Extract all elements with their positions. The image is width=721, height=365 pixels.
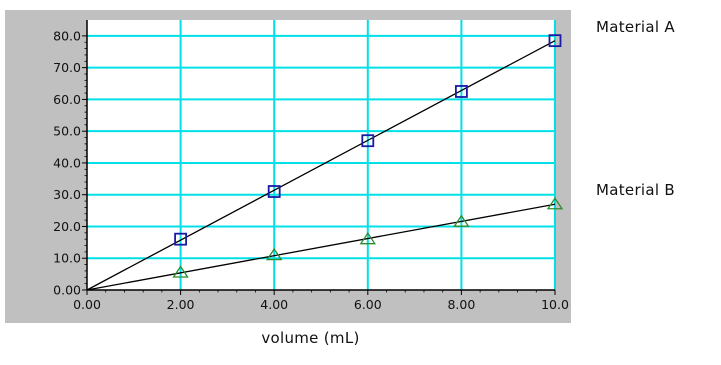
fit-lines <box>86 40 556 291</box>
x-axis-label: volume (mL) <box>261 329 360 347</box>
x-tick-label: 4.00 <box>260 297 288 312</box>
y-tick-label: 20.0 <box>53 219 81 234</box>
y-tick-label: 80.0 <box>53 28 81 43</box>
y-tick-label: 30.0 <box>53 187 81 202</box>
y-tick-label: 70.0 <box>53 60 81 75</box>
data-markers <box>172 34 564 278</box>
data-point-material-a <box>548 34 562 48</box>
x-tick-label: 2.00 <box>167 297 195 312</box>
plot-area <box>87 20 555 290</box>
data-point-material-b <box>265 247 283 261</box>
axes <box>82 20 556 295</box>
tick-labels: 0.00 2.00 4.00 6.00 8.00 10.0 0.00 10.0 20.0 30.0… <box>53 28 569 312</box>
y-tick-label: 60.0 <box>53 92 81 107</box>
data-point-material-b <box>546 197 564 210</box>
x-tick-label: 6.00 <box>354 297 382 312</box>
y-tick-label: 0.00 <box>53 283 81 298</box>
y-tick-label: 50.0 <box>53 124 81 139</box>
grid <box>87 20 556 290</box>
data-point-material-b <box>453 214 470 227</box>
y-tick-label: 40.0 <box>53 155 81 170</box>
data-point-material-a <box>174 232 188 246</box>
data-point-material-b <box>172 265 189 278</box>
fit-line-material-a <box>86 40 556 291</box>
x-tick-label: 8.00 <box>447 297 475 312</box>
y-tick-label: 10.0 <box>53 251 81 266</box>
fit-line-material-b <box>86 203 556 291</box>
legend-material-b: Material B <box>596 181 675 199</box>
x-tick-label: 10.0 <box>541 297 569 312</box>
data-point-material-a <box>454 85 468 98</box>
data-point-material-a <box>361 134 375 148</box>
data-point-material-a <box>267 185 281 198</box>
data-point-material-b <box>359 232 377 245</box>
x-tick-label: 0.00 <box>73 297 101 312</box>
legend-material-a: Material A <box>596 18 675 36</box>
